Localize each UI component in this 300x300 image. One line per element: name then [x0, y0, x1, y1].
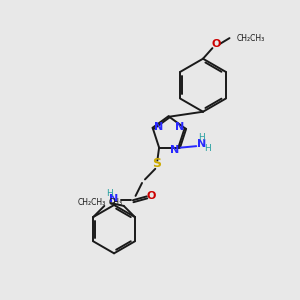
Text: S: S — [152, 157, 161, 170]
Text: N: N — [110, 194, 119, 204]
Text: H: H — [198, 134, 205, 142]
Text: H: H — [106, 189, 112, 198]
Text: N: N — [175, 122, 184, 132]
Text: N: N — [170, 145, 179, 155]
Text: O: O — [212, 39, 221, 49]
Text: CH₃: CH₃ — [109, 198, 123, 207]
Text: H: H — [204, 144, 211, 153]
Text: O: O — [147, 191, 156, 201]
Text: CH₂CH₃: CH₂CH₃ — [237, 34, 265, 43]
Text: CH₂CH₃: CH₂CH₃ — [78, 199, 106, 208]
Text: N: N — [196, 139, 206, 149]
Text: N: N — [154, 122, 164, 132]
